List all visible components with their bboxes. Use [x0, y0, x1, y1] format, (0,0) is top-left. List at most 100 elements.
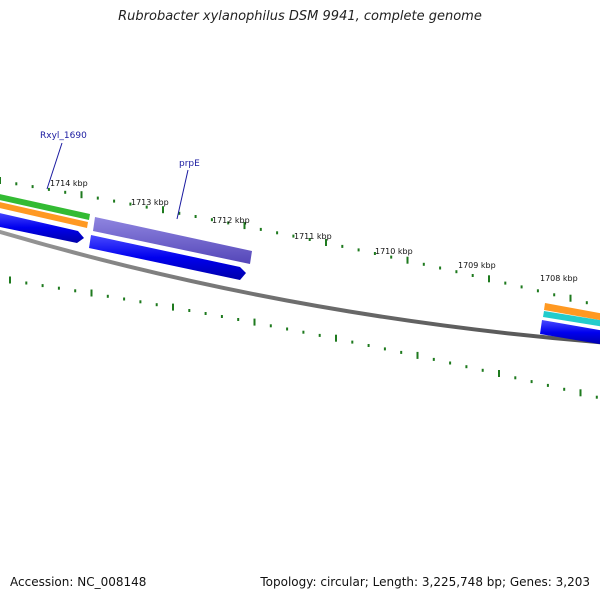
ruler-tick	[286, 327, 289, 331]
cds-prpe-arrow	[89, 235, 246, 280]
ruler-tick	[31, 185, 34, 189]
ruler-tick	[90, 289, 93, 297]
ruler-tick	[25, 281, 28, 285]
ruler-ticks-outer	[0, 177, 588, 305]
ruler-tick	[41, 284, 44, 288]
gene-prpe	[89, 217, 252, 280]
accession-text: Accession: NC_008148	[10, 575, 147, 589]
ruler-tick	[243, 222, 246, 230]
ruler-tick	[504, 281, 507, 285]
ruler-tick	[390, 255, 393, 259]
gene-prpe-bar	[93, 217, 252, 264]
ruler-tick	[106, 294, 109, 298]
ruler-tick	[129, 202, 132, 206]
ruler-tick	[351, 340, 354, 344]
ruler-tick	[302, 330, 305, 334]
ruler-tick	[373, 252, 376, 255]
cds-arrow-right	[540, 320, 600, 345]
ruler-tick	[145, 205, 148, 209]
ruler-tick	[113, 199, 116, 203]
ruler-tick	[465, 365, 468, 369]
ruler-tick	[162, 206, 164, 214]
ruler-tick	[259, 227, 262, 231]
ruler-tick	[318, 333, 321, 337]
ruler-tick	[455, 270, 458, 274]
kbp-label-1711: 1711 kbp	[294, 232, 332, 241]
kbp-label-1712: 1712 kbp	[212, 216, 250, 225]
ruler-tick	[0, 177, 1, 184]
gene-name-labels: Rxyl_1690 prpE	[40, 131, 200, 220]
ruler-tick	[325, 239, 327, 246]
gene-cluster-right	[540, 303, 600, 345]
ruler-tick	[253, 318, 256, 326]
ruler-tick	[569, 294, 572, 302]
ruler-tick	[80, 191, 83, 199]
ruler-tick	[546, 383, 549, 387]
ruler-tick	[432, 357, 435, 361]
ruler-tick	[96, 196, 99, 200]
ruler-tick	[520, 285, 523, 289]
ruler-tick	[449, 361, 452, 365]
ruler-tick	[335, 334, 337, 342]
ruler-tick	[406, 256, 409, 264]
gene-label-prpe[interactable]: prpE	[179, 159, 200, 169]
ruler-tick	[269, 324, 272, 328]
ruler-tick	[237, 318, 240, 321]
ruler-tick	[9, 276, 11, 284]
map-title: Rubrobacter xylanophilus DSM 9941, compl…	[118, 9, 482, 24]
ruler-tick	[585, 301, 588, 305]
ruler-tick	[276, 231, 279, 235]
ruler-tick	[308, 238, 311, 241]
ruler-tick	[530, 380, 533, 384]
genome-stats-text: Topology: circular; Length: 3,225,748 bp…	[260, 575, 590, 589]
gene-cluster-left	[0, 194, 90, 243]
ruler-tick	[563, 387, 566, 391]
feature-green-bar	[0, 194, 90, 220]
kbp-label-1710: 1710 kbp	[375, 247, 413, 256]
ruler-tick	[488, 275, 490, 283]
ruler-tick	[220, 315, 223, 318]
ruler-tick	[383, 347, 386, 351]
kbp-label-1708: 1708 kbp	[540, 274, 578, 283]
ruler-tick	[123, 297, 126, 301]
ruler-tick	[172, 303, 174, 311]
kbp-label-1714: 1714 kbp	[50, 179, 88, 188]
ruler-tick	[481, 368, 484, 372]
ruler-tick	[139, 300, 142, 304]
ruler-tick	[341, 244, 344, 248]
ruler-tick	[194, 215, 197, 218]
ruler-tick	[357, 248, 360, 252]
ruler-labels: 1714 kbp 1713 kbp 1712 kbp 1711 kbp 1710…	[50, 179, 578, 283]
ruler-tick	[57, 286, 60, 290]
ruler-tick	[15, 182, 18, 186]
ruler-ticks-inner	[9, 276, 598, 399]
ruler-tick	[204, 312, 207, 315]
ruler-tick	[553, 293, 556, 297]
ruler-tick	[471, 274, 474, 277]
ruler-tick	[188, 309, 191, 312]
leader-line-rxyl-1690	[46, 142, 63, 190]
ruler-tick	[579, 389, 582, 397]
ruler-tick	[422, 262, 425, 266]
ruler-tick	[210, 218, 213, 222]
ruler-tick	[514, 376, 517, 380]
cds-rxyl-1690-arrow	[0, 213, 84, 243]
genome-backbone	[0, 229, 600, 345]
ruler-tick	[439, 266, 442, 270]
ruler-tick	[536, 289, 539, 293]
ruler-tick	[64, 190, 67, 194]
ruler-tick	[400, 350, 403, 354]
ruler-tick	[367, 344, 370, 347]
ruler-tick	[498, 370, 500, 377]
ruler-tick	[595, 395, 598, 399]
ruler-tick	[47, 187, 50, 191]
ruler-tick	[227, 221, 230, 225]
kbp-label-1713: 1713 kbp	[131, 198, 169, 207]
ruler-tick	[74, 289, 77, 293]
kbp-label-1709: 1709 kbp	[458, 261, 496, 270]
ruler-tick	[155, 303, 158, 307]
ruler-tick	[292, 234, 295, 238]
feature-orange-bar-right	[544, 303, 600, 321]
gene-label-rxyl-1690[interactable]: Rxyl_1690	[40, 131, 87, 141]
